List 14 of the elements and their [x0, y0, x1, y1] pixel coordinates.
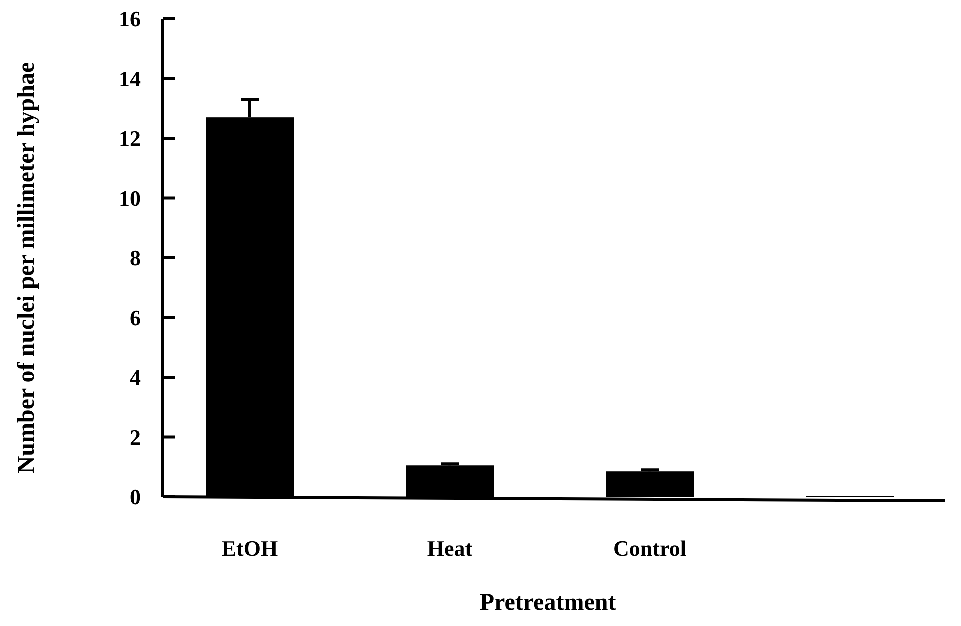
y-tick-label: 6 — [130, 305, 141, 330]
y-tick-label: 8 — [130, 246, 141, 271]
y-tick-label: 14 — [119, 66, 141, 92]
x-axis-title: Pretreatment — [480, 590, 616, 616]
y-tick-label: 0 — [130, 484, 141, 510]
y-tick-label: 12 — [119, 126, 141, 152]
y-tick-label: 4 — [130, 365, 141, 390]
x-tick-label: Control — [614, 536, 686, 561]
y-tick-label: 10 — [119, 186, 141, 211]
y-tick-label: 16 — [119, 6, 141, 32]
x-tick-label: EtOH — [222, 536, 278, 561]
y-tick-label: 2 — [130, 424, 141, 450]
y-axis-title: Number of nuclei per millimeter hyphae — [14, 62, 40, 474]
x-tick-label: Heat — [427, 536, 474, 561]
